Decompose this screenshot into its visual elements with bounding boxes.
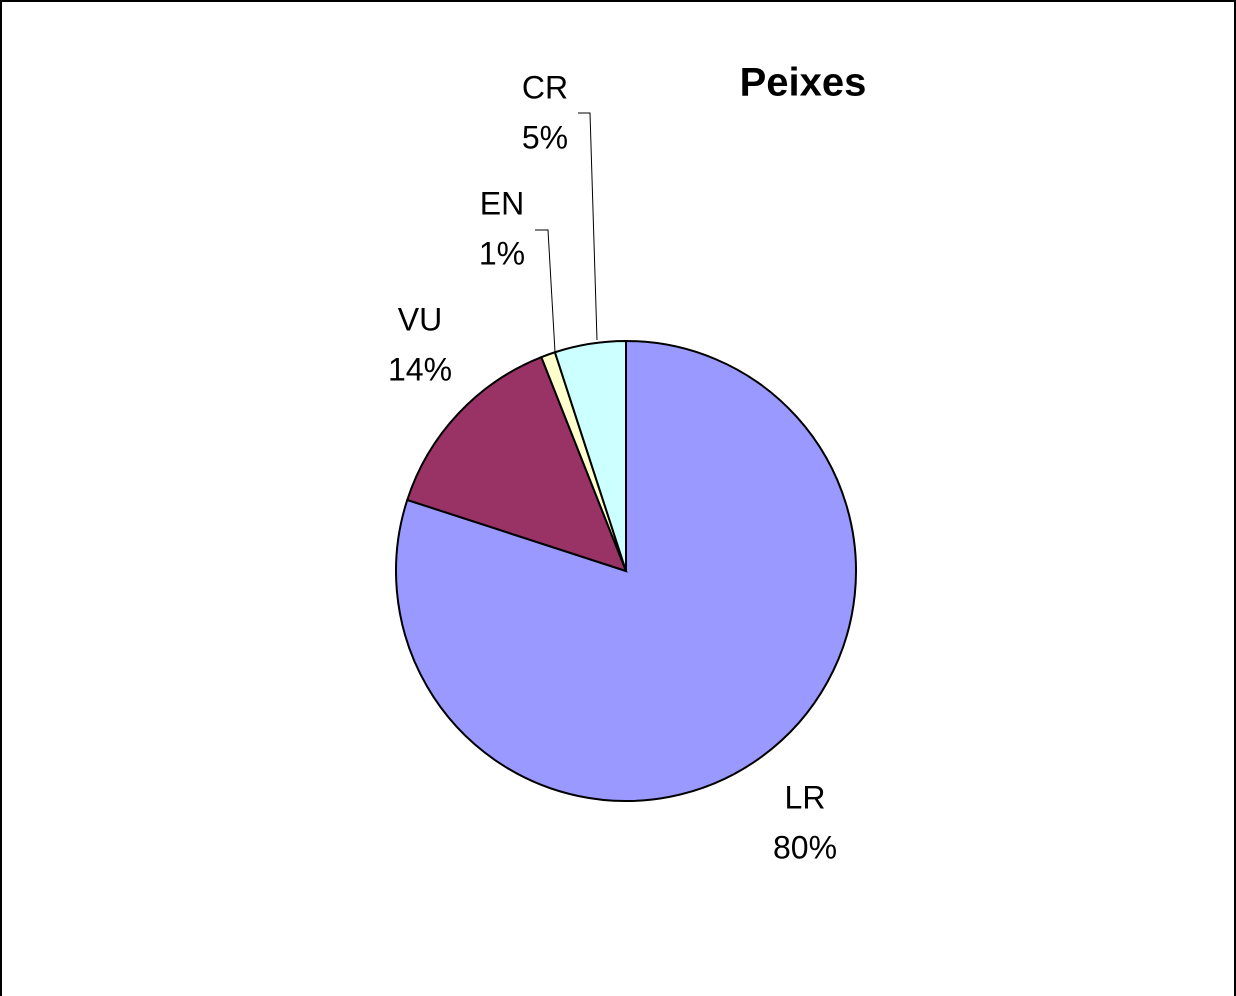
leader-line [578,112,598,341]
slice-value-label: 80% [773,829,837,865]
slice-label: VU [398,301,442,337]
pie-slice [405,355,628,573]
slice-label: LR [785,779,826,815]
pie-slice [395,339,857,802]
pie-slice [553,339,627,572]
slice-label: CR [522,69,568,105]
slice-value-label: 5% [522,119,568,155]
leader-line [535,229,556,353]
chart-title: Peixes [740,61,867,105]
slice-label: EN [480,185,524,221]
slice-value-label: 1% [479,235,525,271]
slice-value-label: 14% [388,351,452,387]
